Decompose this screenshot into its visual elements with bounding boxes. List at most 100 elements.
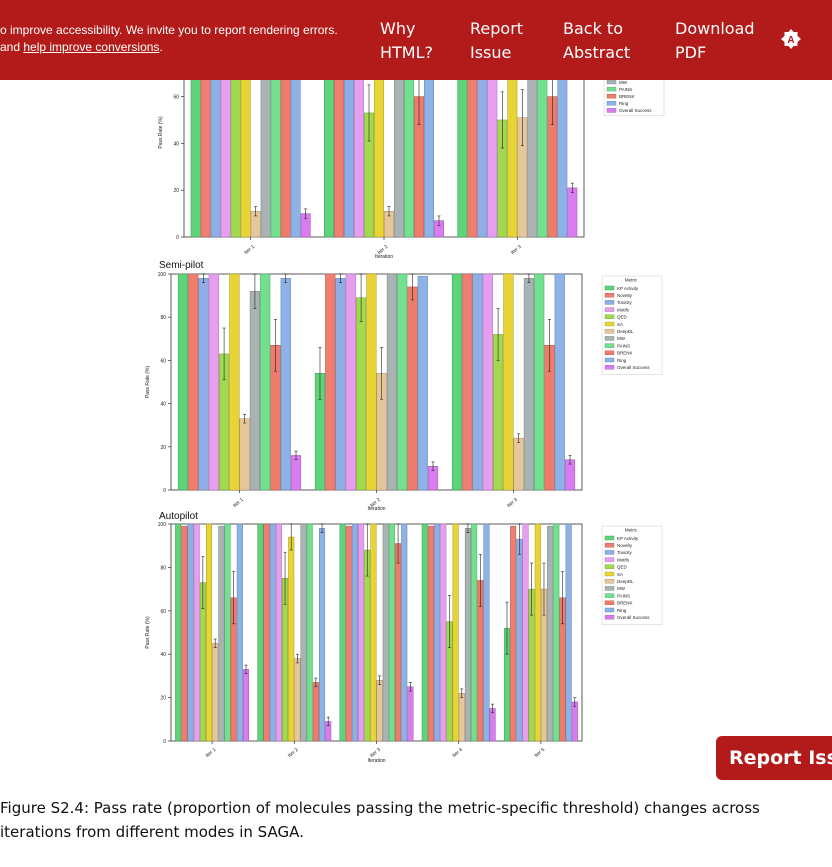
bar-overall-success: [571, 701, 578, 742]
y-tick-label: 80: [160, 565, 166, 571]
legend-swatch: [604, 543, 615, 548]
x-axis-label: Iteration: [367, 758, 385, 764]
y-tick-label: 40: [160, 652, 166, 658]
bar-toxicity: [516, 538, 523, 742]
banner-message-line1: o improve accessibility. We invite you t…: [0, 23, 338, 37]
bar-motifs: [208, 273, 219, 491]
legend-label: DeepDL: [617, 579, 634, 584]
legend-swatch: [604, 321, 615, 327]
legend-swatch: [604, 593, 615, 598]
y-tick-label: 20: [173, 188, 179, 194]
legend-label: Ring: [617, 358, 627, 363]
x-tick-label: Iter 1: [205, 747, 218, 759]
bar-brenk: [312, 682, 319, 742]
legend-swatch: [606, 86, 617, 92]
x-tick-label: Iter 1: [243, 244, 256, 256]
bar-motifs: [193, 523, 200, 742]
bar-pains: [471, 523, 478, 742]
banner-message: o improve accessibility. We invite you t…: [0, 22, 338, 56]
bar-qed: [364, 549, 371, 742]
y-axis-label: Pass Rate (%): [145, 616, 151, 649]
bar-mw: [547, 525, 554, 742]
legend-title: Metric: [625, 278, 638, 283]
legend-swatch: [604, 607, 615, 613]
legend-label: Overall Success: [617, 365, 650, 370]
bar-motifs: [345, 273, 356, 491]
theme-toggle-icon[interactable]: A: [780, 28, 802, 50]
bar-mw: [218, 525, 225, 742]
legend-swatch: [604, 564, 615, 569]
bar-sa: [366, 273, 377, 491]
bar-motifs: [522, 523, 529, 742]
bar-deepdl: [376, 679, 383, 742]
bar-pains: [306, 523, 313, 742]
plot-frame: [170, 273, 583, 491]
bar-sa: [370, 523, 377, 742]
nav-download-pdf-line1: Download: [675, 19, 755, 38]
help-improve-conversions-link[interactable]: help improve conversions: [23, 40, 160, 54]
bar-novelty: [510, 525, 517, 742]
nav-why-html[interactable]: Why HTML?: [380, 17, 433, 65]
top-banner: o improve accessibility. We invite you t…: [0, 0, 832, 80]
legend-swatch: [606, 79, 617, 85]
y-tick-label: 0: [176, 235, 179, 241]
bar-deepdl: [212, 643, 219, 742]
bar-overall-success: [489, 708, 496, 742]
bar-motifs: [482, 273, 493, 491]
bar-pains: [388, 523, 395, 742]
legend-label: PAINS: [619, 87, 632, 92]
bar-overall-success: [290, 455, 302, 491]
bar-kp-activity: [339, 523, 346, 742]
legend-swatch: [604, 571, 615, 577]
legend-swatch: [604, 343, 615, 348]
figure-caption: Figure S2.4: Pass rate (proportion of mo…: [0, 799, 760, 841]
x-tick-label: Iter 5: [534, 747, 547, 759]
bar-kp-activity: [177, 273, 189, 491]
chart-legend: MW PAINS BRENK Ring Overall Success: [603, 75, 665, 116]
legend-swatch: [604, 586, 615, 591]
chart-legend: Metric KP Activity Novelty Toxicity Motifs QE…: [601, 525, 663, 625]
nav-report-issue[interactable]: Report Issue: [470, 17, 523, 65]
legend-swatch: [604, 293, 615, 298]
nav-download-pdf[interactable]: Download PDF: [675, 17, 755, 65]
bar-sa: [534, 523, 541, 742]
pass-rate-figure: 0 20 40 60 Pass Rate (%) Iter 1 Iter 2 Iter 3 It…: [145, 0, 665, 764]
bar-pains: [260, 273, 271, 491]
bar-motifs: [275, 523, 282, 742]
banner-message-prefix: and: [0, 40, 24, 54]
nav-back-to-abstract[interactable]: Back to Abstract: [563, 17, 630, 65]
y-tick-label: 0: [163, 739, 166, 745]
legend-label: QED: [617, 565, 628, 570]
legend-label: BRENK: [619, 94, 635, 99]
bar-sa: [229, 273, 240, 491]
nav-report-issue-line1: Report: [470, 19, 524, 38]
legend-label: KP Activity: [617, 536, 639, 541]
legend-label: Overall Success: [619, 108, 652, 113]
y-axis-label: Pass Rate (%): [158, 116, 164, 149]
chart-legend: Metric KP Activity Novelty Toxicity Motifs QE…: [601, 275, 663, 375]
bar-pains: [534, 273, 545, 491]
bar-pains: [397, 273, 408, 491]
legend-label: Motifs: [617, 557, 630, 562]
bar-overall-success: [567, 187, 578, 238]
legend-title: Metric: [625, 528, 638, 533]
report-issue-floating-button[interactable]: Report Issue: [716, 736, 832, 780]
bar-ring: [236, 523, 243, 742]
legend-label: KP Activity: [617, 286, 639, 291]
y-tick-label: 20: [160, 696, 166, 702]
legend-label: PAINS: [617, 343, 630, 348]
bar-toxicity: [198, 278, 209, 491]
chart-2: Semi-pilot 0 20 40 60 80 100 Pass Rate (%) Iter …: [145, 260, 663, 512]
chart-title: Autopilot: [159, 511, 198, 522]
legend-swatch: [606, 101, 617, 106]
bar-novelty: [181, 525, 188, 742]
legend-label: DeepDL: [617, 329, 634, 334]
nav-why-html-line2: HTML?: [380, 43, 434, 62]
bar-pains: [224, 523, 231, 742]
bar-motifs: [358, 523, 365, 742]
x-tick-label: Iter 3: [510, 244, 523, 256]
legend-label: Motifs: [617, 307, 630, 312]
x-axis-label: Iteration: [375, 254, 393, 260]
bar-brenk: [395, 543, 402, 742]
bar-motifs: [440, 523, 447, 742]
